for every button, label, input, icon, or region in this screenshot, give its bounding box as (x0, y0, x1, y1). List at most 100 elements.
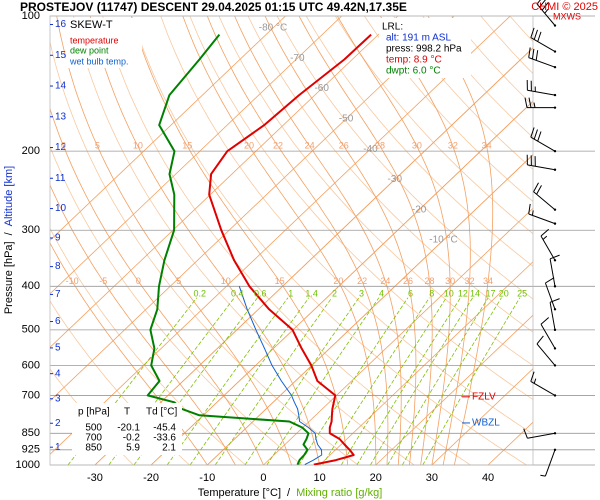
wind-barb (526, 79, 556, 96)
y-tick-label: 925 (22, 444, 40, 456)
dry-adiabat (276, 16, 533, 300)
isotherm (150, 100, 533, 465)
mixing-ratio-line (422, 297, 521, 465)
lrl-temp: temp: 8.9 °C (386, 55, 442, 66)
altitude-tick-label: 13 (55, 111, 67, 122)
wind-station (553, 65, 557, 69)
mixing-ratio-label: 1.4 (305, 288, 318, 298)
isotherm (206, 154, 533, 465)
wind-barb (549, 254, 560, 287)
table-cell: -45.4 (153, 423, 176, 434)
dry-adiabat (364, 16, 533, 202)
moist-adiabat-label: 34 (482, 141, 492, 151)
moist-adiabat-label: 32 (465, 276, 475, 286)
wind-station (553, 432, 557, 435)
mixing-ratio-label: 3 (359, 288, 364, 298)
x-axis-label: Temperature [°C] / Mixing ratio [g/kg] (198, 487, 383, 499)
altitude-tick-label: 14 (55, 81, 67, 92)
mixing-ratio-line (266, 297, 380, 465)
wind-station (553, 222, 557, 225)
moist-adiabat-label: 30 (445, 276, 455, 286)
mxws-label: MXWS (553, 11, 581, 21)
legend-entry: wet bulb temp. (69, 56, 129, 66)
profile-line (146, 33, 310, 465)
altitude-tick-label: 10 (55, 203, 67, 214)
wind-station (553, 50, 557, 53)
mixing-ratio-line (189, 297, 310, 465)
isotherm (50, 16, 286, 241)
altitude-tick-label: 3 (55, 393, 61, 404)
chart-title: PROSTEJOV (11747) DESCENT 29.04.2025 01:… (20, 0, 407, 14)
moist-adiabat-label: 26 (339, 141, 349, 151)
wind-station (553, 328, 557, 332)
wind-barb (528, 203, 556, 225)
isotherm (375, 314, 533, 465)
legend-entry: dew point (70, 45, 109, 55)
y-axis-label: Pressure [hPa] / Altitude [km] (3, 166, 15, 314)
moist-adiabat-label: -5 (99, 276, 107, 286)
table-cell: 2.1 (162, 443, 176, 454)
wind-barb (526, 154, 556, 171)
wind-station (553, 168, 557, 171)
levels-table-box (72, 403, 182, 455)
altitude-tick-label: 16 (55, 19, 67, 30)
mixing-ratio-label: 17 (486, 288, 496, 298)
moist-adiabat-label: -10 (66, 276, 79, 286)
isotherm-label: -80 °C (259, 23, 287, 34)
lrl-title: LRL: (382, 22, 403, 33)
x-tick-label: -10 (199, 472, 215, 484)
wind-barb (549, 298, 560, 330)
moist-adiabat-label: 30 (412, 141, 422, 151)
moist-adiabat-label: 26 (403, 276, 413, 286)
wind-barb (540, 449, 556, 477)
isotherm (50, 16, 399, 348)
x-label-mixing: Mixing ratio [g/kg] (296, 487, 382, 499)
y-tick-label: 500 (22, 324, 40, 336)
isotherm-label: -60 (314, 83, 329, 94)
y-tick-label: 300 (22, 224, 40, 236)
legend-entry: temperature (70, 35, 119, 45)
altitude-tick-label: 12 (55, 142, 67, 153)
wind-station (553, 308, 557, 311)
mixing-ratio-label: 25 (517, 288, 527, 298)
wind-station (553, 149, 557, 153)
moist-adiabat-label: 0 (61, 141, 66, 151)
isotherm-label: -50 (339, 113, 354, 124)
table-cell: 5.9 (126, 443, 140, 454)
wind-station (553, 93, 557, 97)
wind-station (553, 24, 557, 27)
x-tick-label: 10 (313, 472, 325, 484)
altitude-tick-label: 6 (55, 316, 61, 327)
moist-adiabat-label: 24 (380, 276, 390, 286)
isotherm (50, 16, 511, 455)
moist-adiabat-label: 28 (425, 276, 435, 286)
wind-station (553, 259, 557, 262)
moist-adiabat-label: 10 (133, 141, 143, 151)
moist-adiabat-label: 0 (136, 276, 141, 286)
isotherm-label: -70 (290, 53, 305, 64)
moist-adiabat-label: 34 (483, 276, 493, 286)
mixing-ratio-label: 10 (444, 288, 454, 298)
y-tick-label: 1000 (16, 459, 40, 471)
altitude-tick-label: 5 (55, 343, 61, 354)
mixing-ratio-line (401, 297, 502, 465)
wind-barb (528, 47, 556, 68)
wind-barb (524, 97, 555, 109)
plot-frame (49, 15, 534, 466)
isotherm (50, 16, 343, 295)
wind-station (553, 285, 557, 288)
table-cell: 850 (85, 443, 102, 454)
mixing-ratio-label: 0.4 (231, 288, 244, 298)
mixing-ratio-label: 14 (470, 288, 480, 298)
y-tick-label: 200 (22, 145, 40, 157)
altitude-tick-label: 7 (55, 289, 61, 300)
isotherm (319, 261, 533, 465)
dry-adiabat (247, 16, 533, 333)
altitude-tick-label: 15 (55, 50, 67, 61)
isotherm-label: -40 (363, 144, 378, 155)
wind-barb (523, 428, 556, 439)
isotherm (431, 368, 533, 465)
table-cell: 700 (85, 433, 102, 444)
isotherm (50, 16, 455, 402)
